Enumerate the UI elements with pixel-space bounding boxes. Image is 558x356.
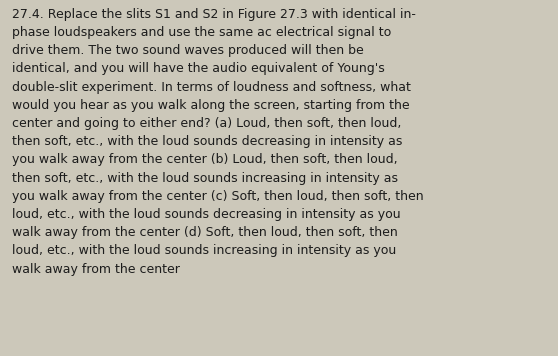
Text: 27.4. Replace the slits S1 and S2 in Figure 27.3 with identical in-
phase loudsp: 27.4. Replace the slits S1 and S2 in Fig… [12,8,424,276]
